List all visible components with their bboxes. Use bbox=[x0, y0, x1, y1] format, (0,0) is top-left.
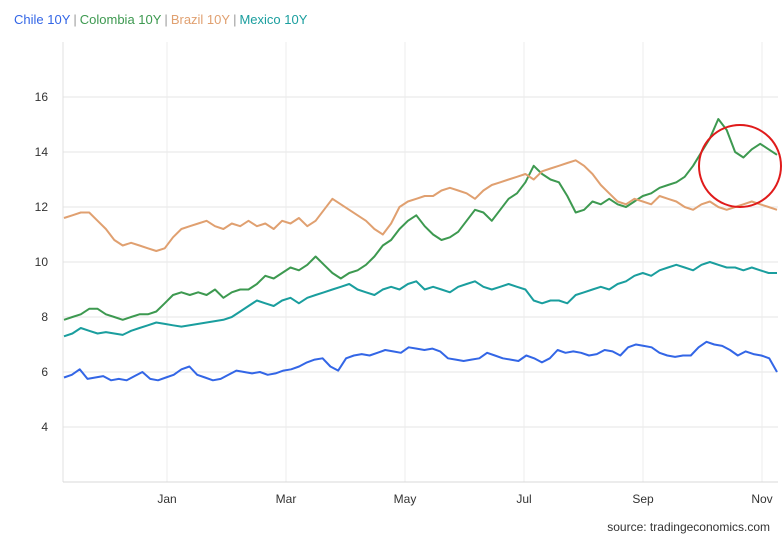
source-label: source: tradingeconomics.com bbox=[607, 520, 770, 534]
series-line-brazil-10y[interactable] bbox=[63, 159, 778, 252]
y-tick-label: 12 bbox=[35, 200, 49, 214]
x-tick-label: Jan bbox=[157, 492, 176, 506]
x-tick-label: Sep bbox=[632, 492, 654, 506]
series-line-colombia-10y[interactable] bbox=[63, 118, 778, 321]
series-line-mexico-10y[interactable] bbox=[63, 261, 777, 338]
legend-chile[interactable]: Chile 10Y bbox=[14, 12, 71, 27]
x-tick-label: Nov bbox=[751, 492, 772, 506]
grid bbox=[63, 42, 778, 482]
y-tick-label: 4 bbox=[41, 420, 48, 434]
legend: Chile 10Y | Colombia 10Y | Brazil 10Y | Mexico… bbox=[14, 12, 307, 27]
legend-brazil[interactable]: Brazil 10Y bbox=[170, 12, 231, 27]
legend-separator: | bbox=[233, 12, 237, 27]
legend-separator: | bbox=[73, 12, 77, 27]
y-tick-label: 6 bbox=[41, 365, 48, 379]
series-lines bbox=[63, 118, 778, 382]
x-tick-label: Jul bbox=[516, 492, 531, 506]
y-tick-label: 16 bbox=[35, 90, 49, 104]
y-tick-label: 10 bbox=[35, 255, 49, 269]
legend-separator: | bbox=[164, 12, 168, 27]
axes: 4 6 8 10 12 14 16 Jan Mar May Jul Sep Nov bbox=[35, 42, 778, 506]
y-tick-label: 14 bbox=[35, 145, 49, 159]
highlight-circle bbox=[698, 124, 782, 208]
x-tick-label: Mar bbox=[276, 492, 297, 506]
legend-mexico[interactable]: Mexico 10Y bbox=[239, 12, 308, 27]
x-tick-label: May bbox=[394, 492, 417, 506]
y-tick-label: 8 bbox=[41, 310, 48, 324]
legend-colombia[interactable]: Colombia 10Y bbox=[79, 12, 162, 27]
series-line-chile-10y[interactable] bbox=[63, 340, 778, 382]
